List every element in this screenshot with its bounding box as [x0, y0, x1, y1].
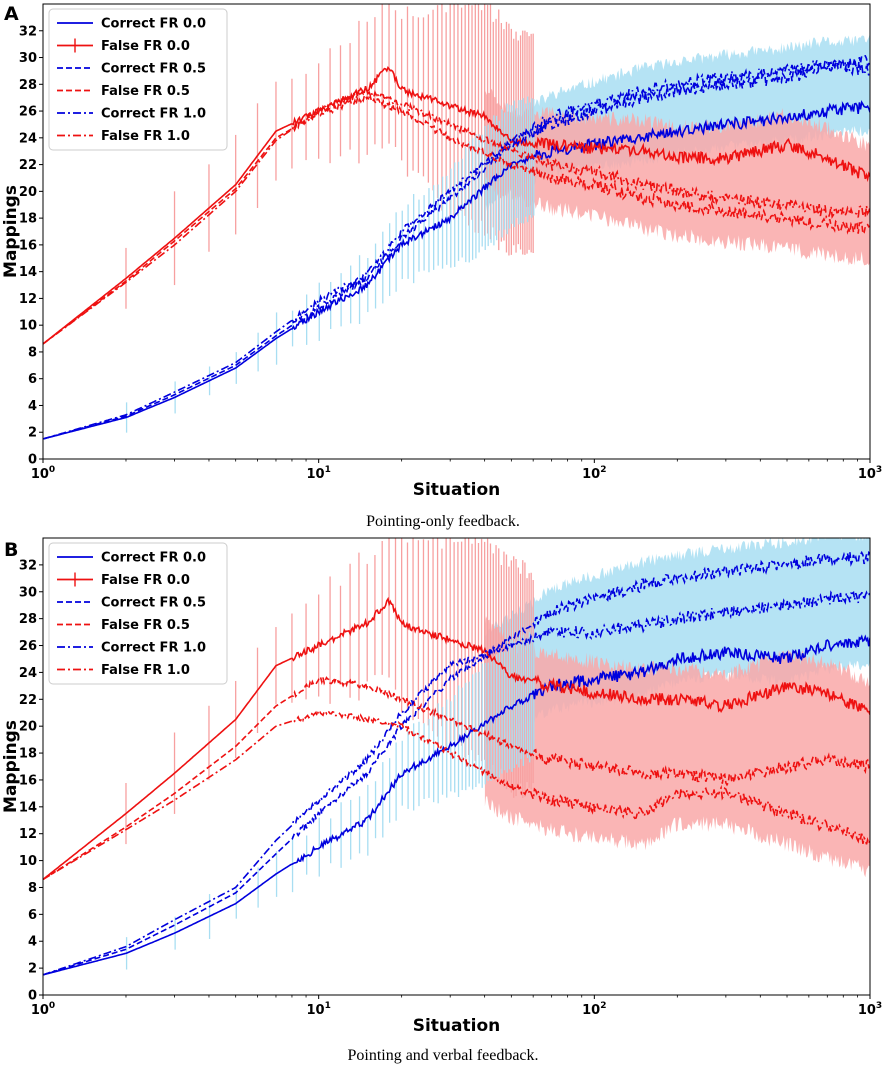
axes-frame [42, 537, 871, 996]
series-line-correct-fr-0-5 [43, 54, 870, 440]
legend-label: False FR 0.0 [101, 573, 190, 588]
legend-label: Correct FR 1.0 [101, 107, 206, 122]
x-axis-label: Situation [413, 1016, 501, 1036]
panel-letter: A [4, 3, 19, 25]
plot-area [43, 4, 870, 440]
y-tick-label: 0 [28, 453, 37, 468]
x-tick-label: 101 [306, 465, 330, 482]
series-line-false-fr-0-0 [43, 596, 870, 881]
y-tick-label: 6 [28, 372, 37, 387]
y-tick-label: 8 [28, 881, 37, 896]
y-tick-label: 24 [19, 131, 37, 146]
axes-frame [42, 3, 871, 460]
legend-label: Correct FR 1.0 [101, 641, 206, 656]
y-tick-label: 16 [19, 238, 37, 253]
legend: Correct FR 0.0 False FR 0.0 Correct FR 0.5… [48, 542, 228, 685]
y-tick-label: 32 [19, 558, 37, 573]
y-tick-label: 2 [28, 426, 37, 441]
series-line-false-fr-0-5 [43, 93, 870, 345]
legend-box [48, 8, 228, 151]
y-axis-label: Mappings [1, 720, 21, 813]
series-line-correct-fr-1-0 [43, 59, 870, 440]
x-tick-label: 103 [858, 1001, 882, 1018]
x-tick-label: 103 [858, 465, 882, 482]
series-line-false-fr-0-5 [43, 675, 870, 881]
x-tick-label: 100 [31, 465, 55, 482]
y-tick-label: 12 [19, 827, 37, 842]
y-tick-label: 4 [28, 935, 37, 950]
false-variability-band [484, 88, 870, 266]
y-tick-label: 26 [19, 105, 37, 120]
legend: Correct FR 0.0 False FR 0.0 Correct FR 0.5… [48, 8, 228, 151]
series-line-false-fr-0-0 [43, 66, 870, 345]
legend-label: False FR 1.0 [101, 663, 190, 678]
legend-label: False FR 0.0 [101, 39, 190, 54]
y-tick-label: 22 [19, 158, 37, 173]
y-axis-label: Mappings [1, 185, 21, 278]
panel-caption: Pointing and verbal feedback. [347, 1047, 538, 1064]
y-tick-label: 18 [19, 747, 37, 762]
y-tick-label: 0 [28, 989, 37, 1004]
legend-label: Correct FR 0.5 [101, 62, 206, 77]
x-tick-label: 101 [306, 1001, 330, 1018]
series-line-false-fr-1-0 [43, 87, 870, 345]
y-tick-label: 2 [28, 962, 37, 977]
y-tick-label: 32 [19, 24, 37, 39]
x-tick-label: 102 [582, 1001, 606, 1018]
legend-label: False FR 0.5 [101, 618, 190, 633]
legend-box [48, 542, 228, 685]
panel-letter: B [4, 539, 18, 561]
y-tick-label: 26 [19, 639, 37, 654]
y-tick-label: 22 [19, 693, 37, 708]
x-tick-label: 100 [31, 1001, 55, 1018]
y-tick-label: 30 [19, 585, 37, 600]
series-line-false-fr-1-0 [43, 709, 870, 881]
y-tick-label: 12 [19, 292, 37, 307]
series-line-correct-fr-0-0 [43, 100, 870, 440]
legend-label: Correct FR 0.5 [101, 596, 206, 611]
series-line-correct-fr-0-5 [43, 550, 870, 976]
y-tick-label: 4 [28, 399, 37, 414]
y-tick-label: 24 [19, 666, 37, 681]
x-axis-label: Situation [413, 480, 501, 500]
y-tick-label: 20 [19, 185, 37, 200]
panel-caption: Pointing-only feedback. [366, 513, 520, 530]
y-tick-label: 8 [28, 345, 37, 360]
y-tick-label: 10 [19, 319, 37, 334]
y-tick-label: 20 [19, 720, 37, 735]
legend-label: Correct FR 0.0 [101, 17, 206, 32]
plot-area [43, 538, 870, 976]
y-tick-label: 16 [19, 773, 37, 788]
legend-label: False FR 0.5 [101, 84, 190, 99]
y-tick-label: 14 [19, 265, 37, 280]
y-tick-label: 18 [19, 212, 37, 227]
y-tick-label: 14 [19, 800, 37, 815]
series-line-correct-fr-1-0 [43, 590, 870, 976]
series-line-correct-fr-0-0 [43, 634, 870, 976]
x-tick-label: 102 [582, 465, 606, 482]
y-tick-label: 28 [19, 78, 37, 93]
y-tick-label: 30 [19, 51, 37, 66]
legend-label: False FR 1.0 [101, 129, 190, 144]
y-tick-label: 28 [19, 612, 37, 627]
legend-label: Correct FR 0.0 [101, 551, 206, 566]
y-tick-label: 10 [19, 854, 37, 869]
y-tick-label: 6 [28, 908, 37, 923]
